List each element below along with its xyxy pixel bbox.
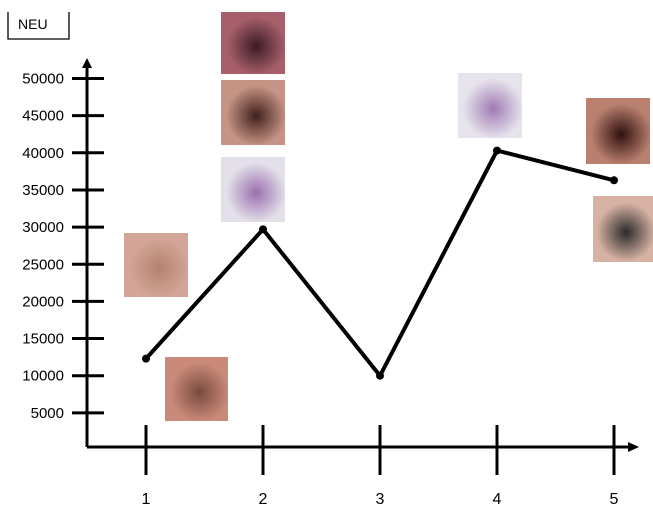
x-tick-label: 3 bbox=[376, 491, 385, 506]
y-ticks: 5000 10000 15000 20000 25000 30000 35000 40000 4… bbox=[22, 71, 104, 422]
x-axis-arrow bbox=[628, 442, 639, 452]
photo-necrotic-hand bbox=[586, 98, 650, 164]
x-tick-label: 1 bbox=[142, 491, 151, 506]
photo-tongue-lesion bbox=[165, 357, 228, 421]
x-tick-label: 4 bbox=[493, 491, 502, 506]
y-tick-label: 40000 bbox=[22, 145, 64, 162]
y-tick-label: 50000 bbox=[22, 71, 64, 88]
y-tick-label: 10000 bbox=[22, 368, 64, 385]
photo-blood-smear-2 bbox=[458, 73, 522, 138]
y-tick-label: 25000 bbox=[22, 256, 64, 273]
photo-skin-arm bbox=[124, 233, 188, 297]
x-tick-label: 2 bbox=[259, 491, 268, 506]
y-axis-arrow bbox=[82, 58, 92, 68]
x-ticks: 1 2 3 4 5 bbox=[142, 425, 619, 506]
y-axis-label-box: NEU bbox=[7, 12, 70, 40]
y-tick-label: 45000 bbox=[22, 108, 64, 125]
photo-blood-smear-1 bbox=[221, 157, 285, 222]
data-point bbox=[493, 146, 501, 155]
y-tick-label: 30000 bbox=[22, 219, 64, 236]
axes bbox=[82, 58, 639, 452]
photo-hand-lesions bbox=[221, 80, 285, 145]
x-tick-label: 5 bbox=[610, 491, 619, 506]
series-line-path bbox=[144, 148, 615, 378]
y-tick-label: 5000 bbox=[31, 405, 64, 422]
y-tick-label: 15000 bbox=[22, 331, 64, 348]
photo-patient-face bbox=[593, 196, 653, 262]
y-axis-label: NEU bbox=[18, 16, 48, 32]
photo-dark-wound bbox=[221, 12, 285, 74]
y-tick-label: 20000 bbox=[22, 293, 64, 310]
data-point bbox=[376, 371, 384, 380]
y-tick-label: 35000 bbox=[22, 182, 64, 199]
data-point bbox=[259, 225, 267, 234]
data-point bbox=[610, 176, 618, 185]
data-point bbox=[142, 354, 150, 363]
series-line bbox=[142, 146, 618, 380]
